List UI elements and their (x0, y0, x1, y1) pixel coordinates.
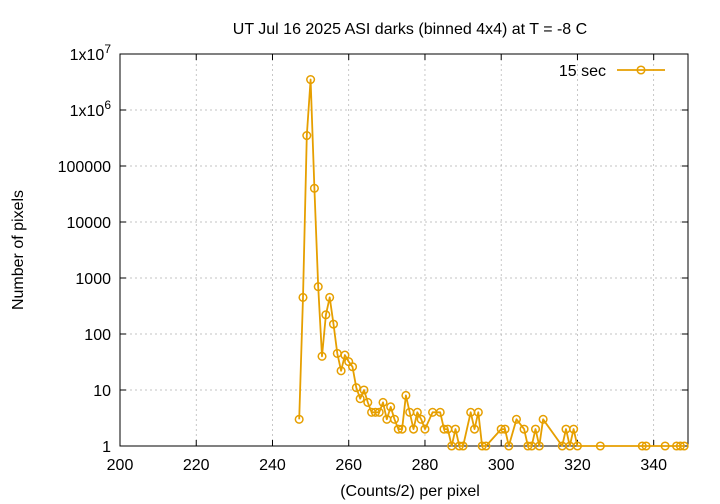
data-point (313, 282, 323, 292)
data-point (534, 441, 544, 451)
data-point (374, 407, 384, 417)
axis-ticks: 200 220 240 260 280 300 320 340 1 10 100 1000 10000 1… (58, 42, 688, 474)
data-point (378, 397, 388, 407)
data-point (336, 366, 346, 376)
x-tick-label: 240 (259, 457, 286, 474)
data-point (340, 350, 350, 360)
data-point (530, 424, 541, 434)
y-tick-label: 100 (84, 327, 111, 344)
x-tick-label: 340 (640, 457, 667, 474)
data-point (328, 319, 339, 329)
data-point (641, 441, 651, 451)
y-tick-label: 10 (93, 383, 111, 400)
data-point (347, 362, 358, 372)
grid (120, 54, 688, 446)
data-point (412, 407, 422, 417)
y-tick-label: 1 (102, 439, 111, 456)
data-point (500, 424, 510, 434)
x-tick-label: 300 (488, 457, 515, 474)
chart-title: UT Jul 16 2025 ASI darks (binned 4x4) at… (233, 21, 587, 38)
data-point (363, 397, 373, 407)
data-point (309, 183, 319, 193)
data-point (294, 414, 304, 424)
data-point (572, 441, 582, 451)
data-point (679, 441, 689, 451)
data-point (370, 407, 380, 417)
data-point (504, 441, 514, 451)
data-point (389, 414, 400, 424)
data-point (450, 424, 461, 434)
data-point (416, 414, 426, 424)
plot-frame (119, 53, 689, 447)
data-point (511, 414, 522, 424)
y-tick-label: 1x106 (70, 98, 112, 120)
data-point (397, 424, 407, 434)
x-tick-label: 280 (412, 457, 439, 474)
data-point (435, 407, 445, 417)
data-point (386, 402, 396, 412)
legend-label: 15 sec (559, 63, 606, 80)
data-point (393, 424, 403, 434)
y-axis-label: Number of pixels (10, 190, 27, 310)
data-point (408, 424, 419, 434)
data-point (321, 310, 331, 320)
data-point (660, 441, 670, 451)
data-point (595, 441, 605, 451)
legend: 15 sec (559, 63, 665, 80)
data-point (496, 424, 506, 434)
data-point (637, 441, 647, 451)
data-point (469, 424, 480, 434)
data-point (298, 292, 308, 302)
legend-marker-swatch (636, 65, 646, 75)
series-group (294, 74, 689, 451)
data-point (519, 424, 529, 434)
data-point (306, 74, 316, 85)
data-point (355, 394, 365, 404)
x-tick-label: 260 (335, 457, 362, 474)
data-point (401, 390, 411, 400)
y-tick-label: 1000 (75, 271, 111, 288)
data-point (317, 351, 327, 361)
data-point (569, 424, 579, 434)
x-tick-label: 320 (564, 457, 591, 474)
x-tick-label: 200 (107, 457, 134, 474)
data-point (420, 424, 430, 434)
data-point (458, 441, 468, 451)
series-line (298, 78, 685, 447)
x-tick-label: 220 (183, 457, 210, 474)
data-point (359, 385, 369, 395)
y-tick-label: 1x107 (70, 42, 112, 64)
y-tick-label: 100000 (58, 159, 111, 176)
data-point (481, 441, 491, 451)
data-point (523, 441, 533, 451)
data-point (538, 414, 548, 424)
data-point (473, 407, 483, 417)
data-point (325, 292, 335, 302)
y-tick-label: 10000 (67, 215, 112, 232)
data-point (454, 441, 464, 451)
data-point (439, 424, 449, 434)
data-point (675, 441, 685, 451)
data-point (302, 130, 312, 141)
x-axis-label: (Counts/2) per pixel (340, 483, 480, 500)
data-point (477, 441, 487, 451)
